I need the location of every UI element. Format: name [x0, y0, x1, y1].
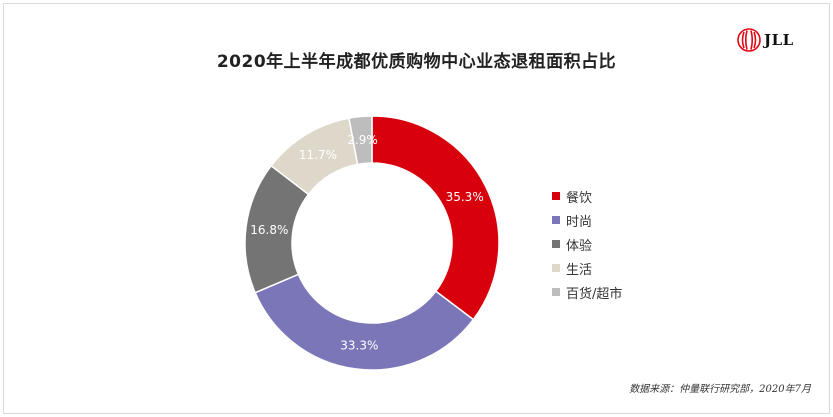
legend-item-2: 体验 [552, 232, 622, 256]
legend-swatch-4 [552, 288, 560, 296]
legend-label-3: 生活 [566, 262, 593, 278]
slice-1 [254, 273, 475, 371]
legend-label-2: 体验 [566, 238, 593, 254]
legend-item-3: 生活 [552, 256, 622, 280]
slice-label-0: 35.3% [446, 190, 484, 204]
legend-label-4: 百货/超市 [566, 286, 623, 302]
legend-label-1: 时尚 [566, 214, 593, 230]
slice-label-4: 2.9% [347, 133, 378, 147]
slice-4 [348, 115, 373, 166]
legend-item-1: 时尚 [552, 208, 622, 232]
jll-logo-text: JLL [764, 31, 794, 49]
slice-label-1: 33.3% [340, 339, 378, 353]
legend-swatch-1 [552, 216, 560, 224]
slice-label-3: 11.7% [299, 148, 337, 162]
slice-label-2: 16.8% [250, 223, 288, 237]
jll-logo: JLL [737, 28, 794, 52]
legend-swatch-3 [552, 264, 560, 272]
legend-swatch-0 [552, 192, 560, 200]
legend-swatch-2 [552, 240, 560, 248]
legend-item-0: 餐饮 [552, 184, 622, 208]
legend-label-0: 餐饮 [566, 190, 593, 206]
slice-0 [371, 115, 500, 321]
legend-item-4: 百货/超市 [552, 280, 622, 304]
chart-title: 2020年上半年成都优质购物中心业态退租面积占比 [216, 52, 617, 72]
jll-logo-icon [737, 28, 761, 52]
chart-legend: 餐饮时尚体验生活百货/超市 [552, 184, 622, 304]
source-note: 数据来源：仲量联行研究部，2020年7月 [629, 384, 811, 395]
